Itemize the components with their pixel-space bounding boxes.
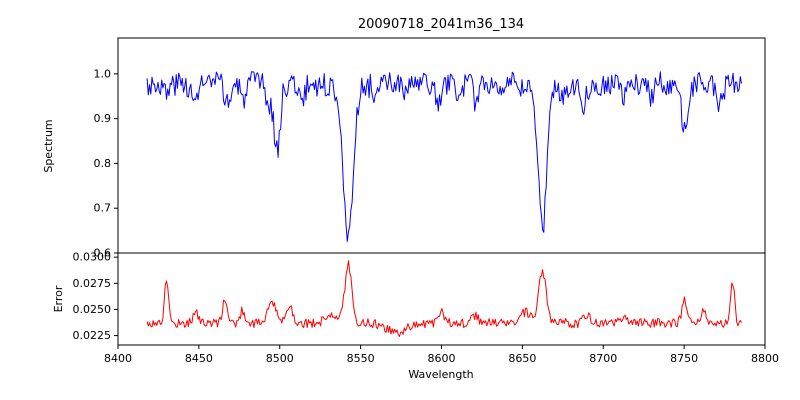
axes-frame <box>117 252 766 346</box>
error-line <box>146 260 742 337</box>
axes-frame <box>117 37 766 254</box>
y-tick-label: 0.0275 <box>73 277 112 290</box>
y-tick-label: 0.0225 <box>73 329 112 342</box>
y-tick-label: 0.9 <box>94 112 112 125</box>
chart-title: 20090718_2041m36_134 <box>358 17 524 32</box>
y-axis-label-spectrum: Spectrum <box>42 119 55 172</box>
y-tick-label: 0.6 <box>94 247 112 260</box>
x-axis-label: Wavelength <box>408 368 473 381</box>
plot-area: 0.6 0.7 0.8 0.9 1.0 0.0225 0.0250 0.0275 0.0300 8… <box>73 37 779 365</box>
y-tick-label: 1.0 <box>94 67 112 80</box>
x-tick-label: 8450 <box>185 352 213 365</box>
y-tick-label: 0.0250 <box>73 303 112 316</box>
y-tick-label: 0.7 <box>94 202 112 215</box>
y-tick-label: 0.0300 <box>73 251 112 264</box>
x-tick-label: 8550 <box>347 352 375 365</box>
y-axis-label-error: Error <box>52 285 65 312</box>
x-tick-label: 8800 <box>751 352 779 365</box>
x-tick-label: 8700 <box>589 352 617 365</box>
x-tick-label: 8600 <box>428 352 456 365</box>
spectrum-line <box>146 71 742 242</box>
x-tick-label: 8400 <box>104 352 132 365</box>
x-tick-label: 8650 <box>508 352 536 365</box>
x-tick-label: 8750 <box>670 352 698 365</box>
x-tick-label: 8500 <box>266 352 294 365</box>
y-tick-label: 0.8 <box>94 157 112 170</box>
